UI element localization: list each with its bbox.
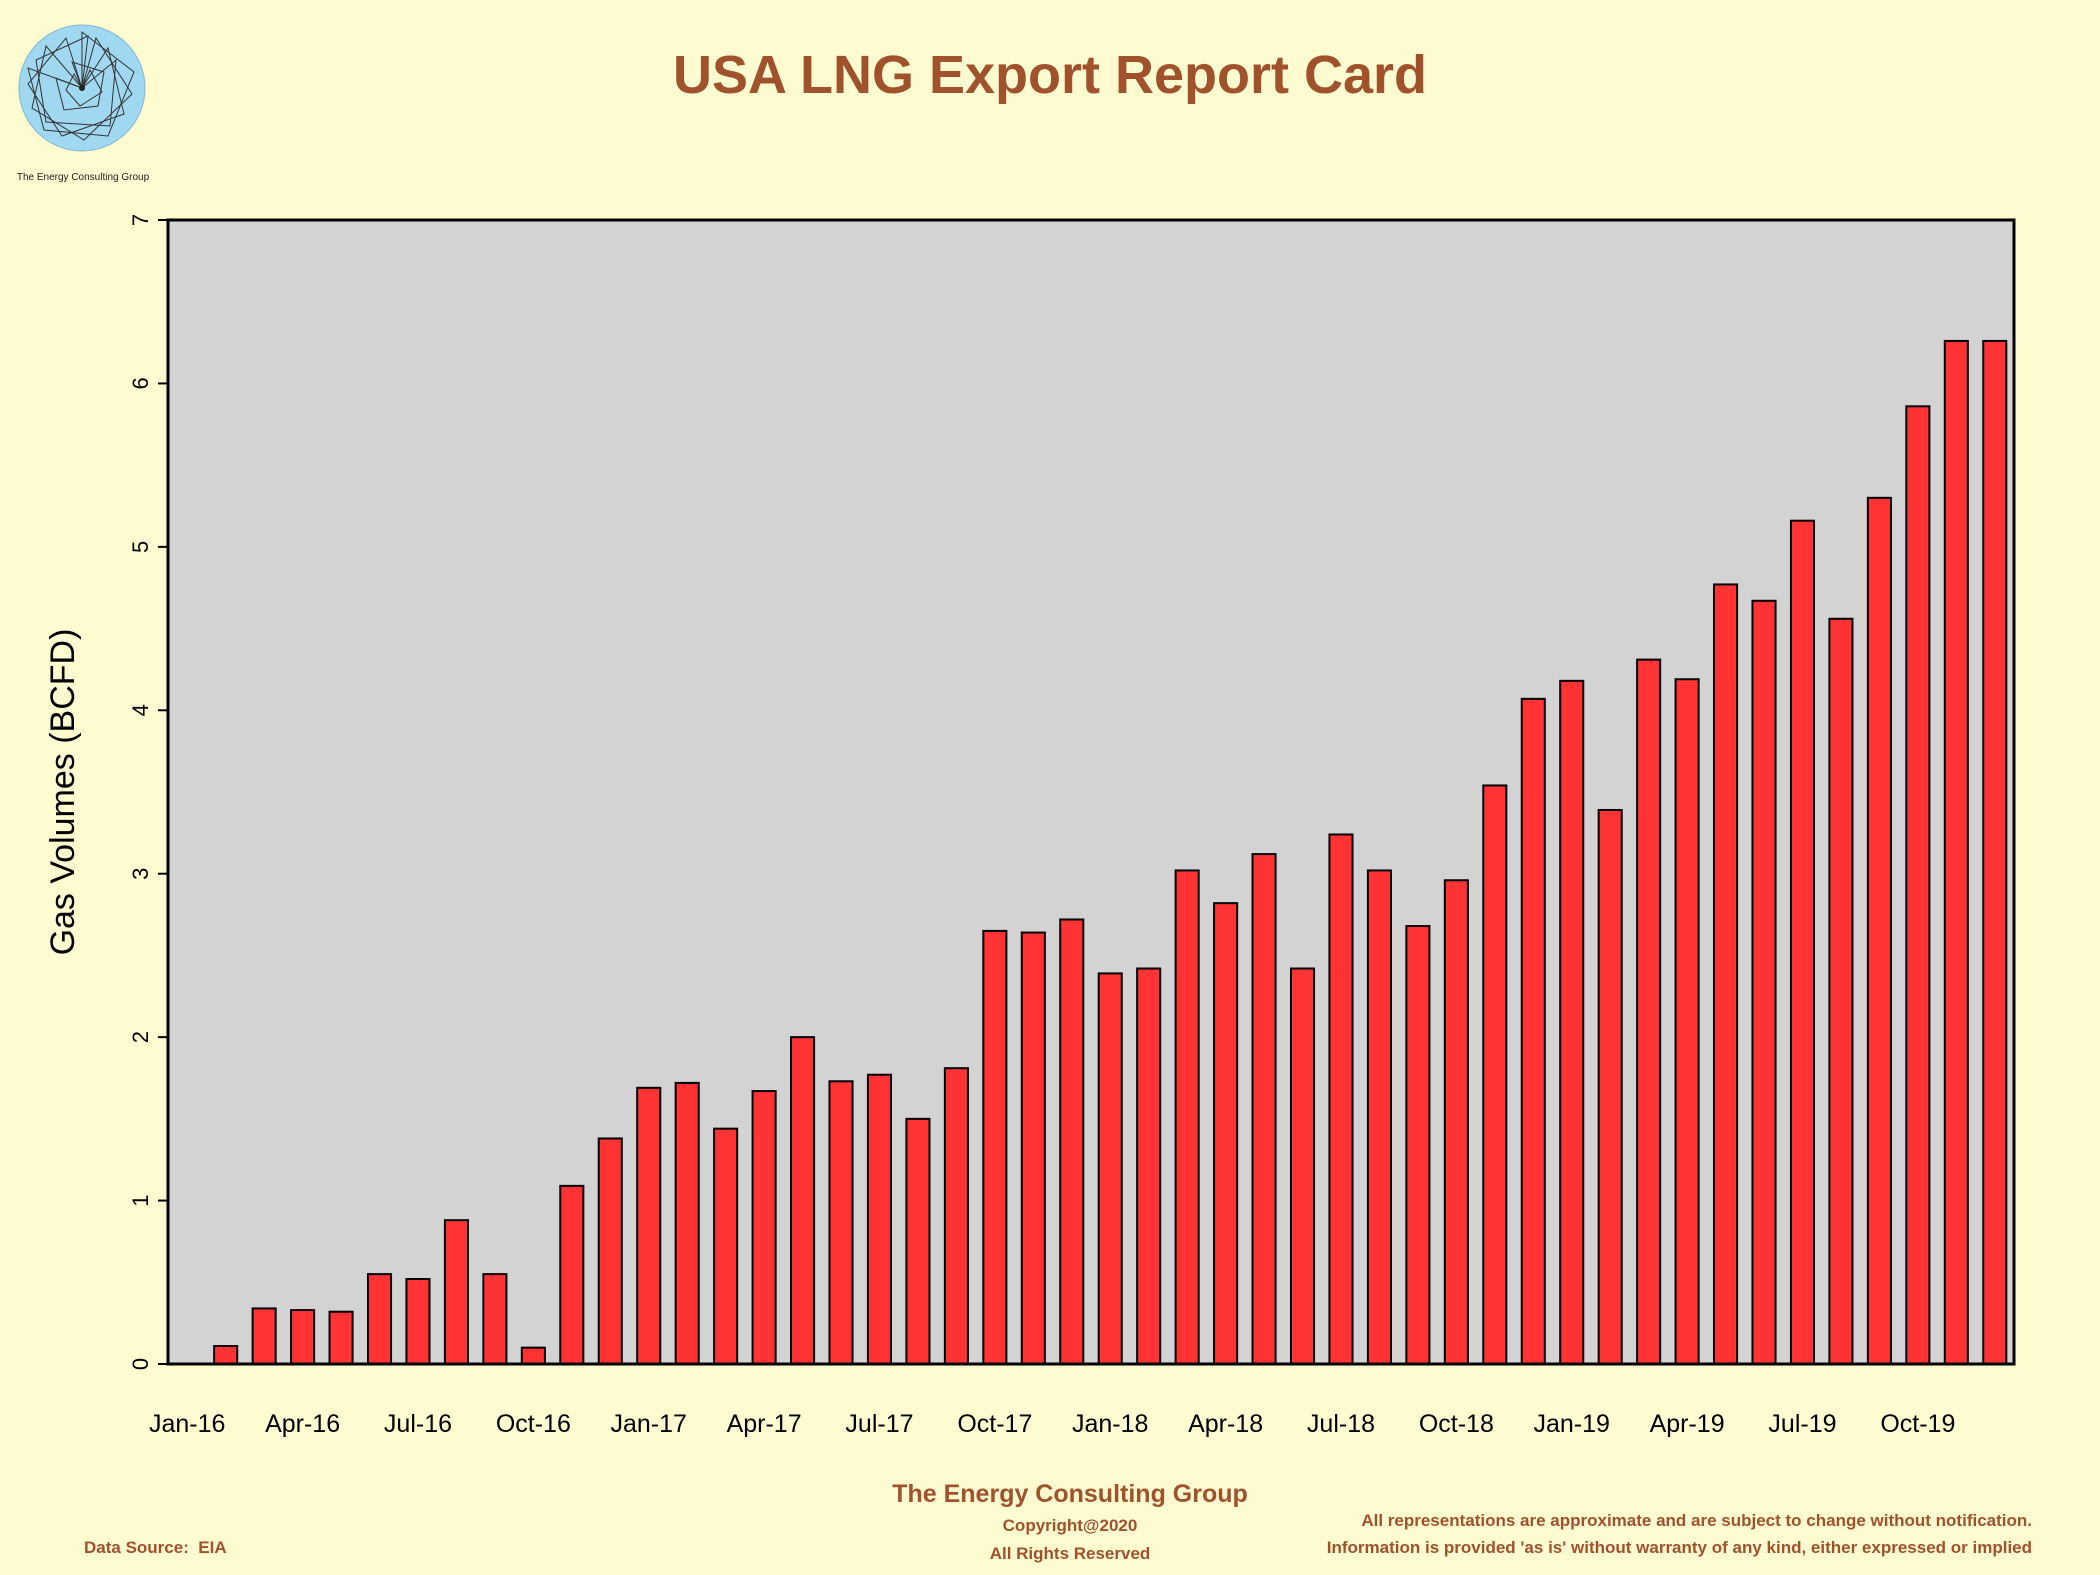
x-tick-label: Jan-16	[149, 1410, 225, 1438]
bar	[790, 1036, 816, 1365]
bar	[674, 1081, 700, 1365]
bar	[443, 1219, 469, 1365]
bar	[1982, 339, 2008, 1365]
x-tick-label: Jul-18	[1307, 1410, 1375, 1438]
bar	[943, 1067, 969, 1366]
y-axis-label: Gas Volumes (BCFD)	[44, 629, 82, 956]
bar	[1866, 496, 1892, 1366]
bar	[1559, 679, 1585, 1365]
data-source: Data Source: EIA	[84, 1538, 227, 1557]
bar	[251, 1307, 277, 1366]
bar	[1520, 697, 1546, 1365]
bar	[982, 929, 1008, 1366]
bar	[1020, 931, 1046, 1365]
bar	[520, 1346, 546, 1365]
bar	[713, 1127, 739, 1365]
bar	[1251, 853, 1277, 1365]
x-tick-label: Apr-17	[727, 1410, 802, 1438]
x-tick-label: Oct-19	[1880, 1410, 1955, 1438]
y-tick-label: 4	[128, 704, 153, 716]
y-tick-label: 5	[128, 541, 153, 553]
bar	[1597, 808, 1623, 1365]
bar	[559, 1184, 585, 1366]
x-tick-label: Apr-16	[265, 1410, 340, 1438]
bar	[1674, 678, 1700, 1365]
bar	[905, 1117, 931, 1366]
x-tick-label: Jan-19	[1534, 1410, 1610, 1438]
y-tick-label: 6	[128, 377, 153, 389]
bar	[1789, 519, 1816, 1365]
x-tick-label: Apr-19	[1650, 1410, 1725, 1438]
plot-frame	[166, 218, 2016, 1366]
bar	[1713, 583, 1739, 1365]
bar	[1059, 918, 1085, 1366]
disclaimer-line-1: All representations are approximate and …	[1361, 1511, 2032, 1530]
y-tick-label: 7	[128, 214, 153, 226]
page-title: USA LNG Export Report Card	[672, 45, 1428, 105]
x-tick-label: Oct-18	[1419, 1410, 1494, 1438]
bar	[1328, 833, 1354, 1365]
bar	[213, 1345, 239, 1365]
bar	[1405, 925, 1431, 1365]
bar	[290, 1309, 316, 1366]
footer-company: The Energy Consulting Group	[892, 1480, 1248, 1508]
bar	[751, 1090, 777, 1366]
bar	[1943, 339, 1969, 1365]
bar	[1828, 617, 1854, 1365]
plot-area	[168, 220, 2014, 1364]
bar	[1213, 902, 1239, 1365]
bar	[1174, 869, 1200, 1366]
y-tick-label: 1	[128, 1194, 153, 1206]
bar	[866, 1073, 893, 1366]
bar	[482, 1273, 508, 1365]
disclaimer-line-2: Information is provided 'as is' without …	[1326, 1538, 2032, 1557]
bar	[1097, 972, 1123, 1365]
bar	[1905, 405, 1931, 1365]
bar	[1289, 967, 1316, 1365]
bar	[1482, 784, 1508, 1365]
y-tick-label: 0	[128, 1358, 153, 1370]
x-tick-label: Jul-16	[384, 1410, 452, 1438]
x-tick-label: Oct-17	[957, 1410, 1032, 1438]
bar	[1751, 599, 1777, 1365]
bar	[1443, 879, 1469, 1365]
bar	[636, 1086, 662, 1365]
bar	[828, 1080, 854, 1365]
x-tick-label: Jan-17	[611, 1410, 687, 1438]
x-tick-label: Jul-19	[1768, 1410, 1836, 1438]
bar	[1636, 658, 1662, 1365]
x-tick-label: Apr-18	[1188, 1410, 1263, 1438]
bar	[366, 1273, 393, 1365]
bar	[1366, 869, 1392, 1366]
bar	[405, 1278, 431, 1365]
x-tick-label: Jul-17	[845, 1410, 913, 1438]
x-tick-label: Oct-16	[496, 1410, 571, 1438]
bar	[328, 1310, 354, 1366]
y-tick-label: 3	[128, 868, 153, 880]
footer-copyright: Copyright@2020	[1002, 1516, 1138, 1535]
logo-caption: The Energy Consulting Group	[16, 172, 150, 183]
footer-rights: All Rights Reserved	[989, 1544, 1151, 1563]
y-tick-label: 2	[128, 1031, 153, 1043]
bar	[597, 1137, 623, 1366]
spiral-logo-icon	[18, 24, 146, 152]
x-tick-label: Jan-18	[1072, 1410, 1148, 1438]
bar	[1136, 967, 1162, 1365]
